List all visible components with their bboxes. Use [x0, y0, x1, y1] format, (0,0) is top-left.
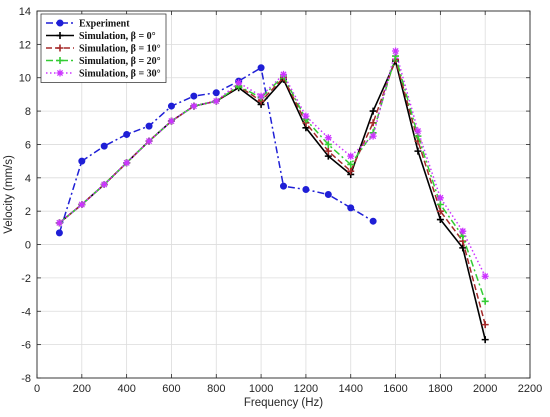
data-point: [212, 97, 220, 105]
series-line: [58, 53, 486, 302]
x-tick-label: 0: [34, 383, 40, 395]
data-point: [55, 229, 63, 237]
series-4: [55, 47, 489, 280]
data-point: [324, 147, 332, 155]
plot-frame: [36, 10, 531, 379]
data-point: [257, 92, 265, 100]
data-point: [481, 297, 489, 305]
data-point: [55, 219, 63, 227]
data-point: [414, 147, 422, 155]
x-tick-label: 1600: [383, 383, 407, 395]
data-point: [78, 201, 86, 209]
data-point: [100, 180, 108, 188]
x-tick-label: 2000: [473, 383, 497, 395]
y-tick-label: 14: [19, 6, 31, 18]
legend-label-0: Experiment: [79, 19, 130, 30]
data-point: [324, 134, 332, 142]
data-point: [481, 272, 489, 280]
data-point: [436, 207, 444, 215]
data-point: [436, 194, 444, 202]
y-tick-label: -4: [21, 306, 31, 318]
y-tick-label: 0: [25, 240, 31, 252]
data-point: [347, 152, 355, 160]
data-point: [167, 102, 175, 110]
data-point: [123, 159, 131, 167]
data-point: [459, 244, 467, 252]
y-tick-label: 6: [25, 139, 31, 151]
data-point: [123, 130, 131, 138]
data-point: [257, 64, 265, 72]
legend-marker-2: [56, 44, 64, 52]
legend-label-3: Simulation, β = 20°: [79, 56, 161, 67]
data-point: [212, 89, 220, 97]
data-point: [167, 117, 175, 125]
data-point: [190, 92, 198, 100]
x-tick-label: 1400: [338, 383, 362, 395]
y-tick-label: -8: [21, 373, 31, 385]
data-point: [347, 160, 355, 168]
legend-marker-3: [56, 57, 64, 64]
legend-label-2: Simulation, β = 10°: [79, 44, 161, 55]
y-tick-label: 10: [19, 73, 31, 85]
data-point: [481, 321, 489, 329]
legend-marker-1: [56, 32, 64, 39]
data-point: [436, 201, 444, 209]
x-tick-label: 1200: [294, 383, 318, 395]
data-point: [235, 79, 243, 87]
data-point: [145, 122, 153, 130]
data-point: [369, 107, 377, 115]
data-point: [369, 217, 377, 225]
data-point: [459, 227, 467, 235]
series-line: [58, 48, 486, 277]
data-point: [414, 127, 422, 135]
legend-marker-4: [56, 69, 64, 77]
data-point: [392, 47, 400, 55]
data-point: [481, 336, 489, 344]
data-point: [324, 140, 332, 148]
data-point: [347, 204, 355, 212]
legend-label-4: Simulation, β = 30°: [79, 69, 161, 80]
x-tick-label: 600: [162, 383, 180, 395]
data-point: [145, 137, 153, 145]
x-tick-label: 800: [207, 383, 225, 395]
y-tick-label: 12: [19, 39, 31, 51]
x-tick-label: 2200: [518, 383, 542, 395]
legend-label-1: Simulation, β = 0°: [79, 31, 156, 42]
data-point: [324, 191, 332, 198]
y-tick-label: 2: [25, 206, 31, 218]
x-tick-label: 1800: [428, 383, 452, 395]
y-tick-label: 8: [25, 106, 31, 118]
data-point: [280, 70, 287, 78]
legend-marker-0: [56, 19, 64, 27]
data-point: [347, 167, 355, 175]
x-tick-label: 200: [73, 383, 91, 395]
data-point: [190, 102, 198, 110]
y-tick-label: 4: [25, 173, 31, 185]
data-point: [302, 185, 310, 193]
data-point: [436, 216, 444, 224]
y-tick-label: -6: [21, 340, 31, 352]
y-axis-label: Velocity (mm/s): [3, 155, 15, 234]
x-axis-label: Frequency (Hz): [244, 397, 323, 409]
x-tick-label: 1000: [249, 383, 273, 395]
data-point: [280, 182, 287, 190]
data-point: [100, 142, 108, 150]
data-point: [369, 132, 377, 140]
x-tick-label: 400: [117, 383, 135, 395]
y-tick-label: -2: [21, 273, 31, 285]
series-0: [55, 64, 377, 237]
data-point: [78, 157, 86, 165]
data-point: [302, 112, 310, 120]
